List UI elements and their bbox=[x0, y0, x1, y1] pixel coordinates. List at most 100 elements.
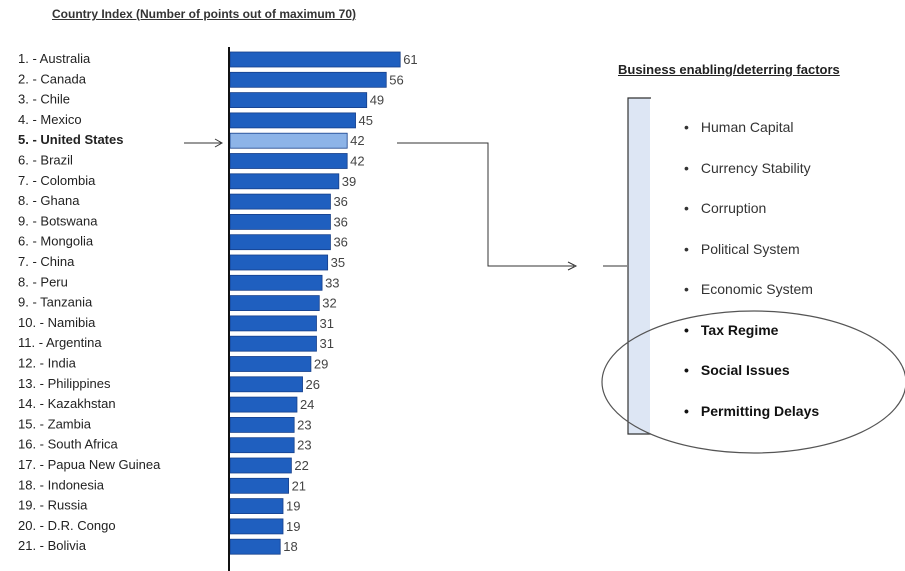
category-label: 13. - Philippines bbox=[18, 376, 111, 391]
factor-item: • Permitting Delays bbox=[684, 403, 819, 419]
category-label: 1. - Australia bbox=[18, 51, 91, 66]
bar bbox=[229, 92, 368, 108]
chart-title: Country Index (Number of points out of m… bbox=[52, 7, 357, 21]
bar bbox=[229, 518, 284, 535]
factor-item: • Tax Regime bbox=[684, 322, 778, 338]
bullet: • bbox=[684, 362, 689, 378]
category-label: 4. - Mexico bbox=[18, 112, 82, 127]
value-label: 18 bbox=[283, 539, 297, 554]
factor-item: • Political System bbox=[684, 241, 800, 257]
bar bbox=[229, 254, 329, 271]
value-label: 24 bbox=[300, 397, 314, 412]
factors-panel-title: Business enabling/deterring factors bbox=[618, 62, 840, 77]
bar bbox=[229, 213, 331, 230]
value-label: 35 bbox=[331, 255, 345, 270]
factor-label: Economic System bbox=[700, 281, 813, 297]
emphasis-ellipse bbox=[601, 310, 905, 454]
bars bbox=[229, 51, 401, 555]
value-label: 39 bbox=[342, 174, 356, 189]
category-label: 8. - Ghana bbox=[18, 193, 80, 208]
category-label: 18. - Indonesia bbox=[18, 477, 105, 492]
bullet: • bbox=[684, 200, 689, 216]
value-label: 61 bbox=[403, 52, 417, 67]
bar bbox=[229, 335, 317, 352]
bar bbox=[229, 376, 303, 393]
bar bbox=[229, 295, 320, 312]
value-label: 31 bbox=[319, 336, 333, 351]
bracket bbox=[627, 97, 651, 435]
factor-item: • Currency Stability bbox=[684, 160, 811, 176]
factor-label: Corruption bbox=[700, 200, 767, 216]
bullet: • bbox=[684, 321, 689, 338]
category-label: 2. - Canada bbox=[18, 71, 87, 86]
value-label: 22 bbox=[294, 458, 308, 473]
bar bbox=[229, 315, 317, 332]
bullet: • bbox=[684, 402, 689, 419]
factor-item: • Social Issues bbox=[684, 362, 790, 378]
bar bbox=[229, 153, 348, 169]
category-label: 21. - Bolivia bbox=[18, 538, 87, 553]
bullet: • bbox=[684, 281, 689, 297]
factor-item: • Human Capital bbox=[684, 119, 794, 135]
bar bbox=[229, 274, 323, 291]
category-label: 9. - Botswana bbox=[18, 213, 98, 228]
category-label: 10. - Namibia bbox=[18, 315, 96, 330]
value-label: 29 bbox=[314, 357, 328, 372]
value-label: 42 bbox=[350, 133, 364, 148]
bar bbox=[229, 173, 340, 190]
bar bbox=[229, 477, 289, 494]
factor-label: Social Issues bbox=[700, 362, 790, 378]
category-label: 6. - Brazil bbox=[18, 153, 73, 168]
category-label: 17. - Papua New Guinea bbox=[18, 457, 161, 472]
bar bbox=[229, 437, 295, 454]
factor-item: • Corruption bbox=[684, 200, 766, 216]
factor-label: Political System bbox=[700, 240, 800, 257]
connector-arrow-head bbox=[567, 261, 578, 271]
bar bbox=[229, 234, 331, 251]
bar bbox=[229, 396, 298, 413]
bar bbox=[229, 112, 356, 129]
connector-line bbox=[397, 142, 574, 267]
bracket-shade bbox=[628, 98, 650, 434]
value-label: 49 bbox=[370, 93, 384, 108]
value-label: 32 bbox=[322, 296, 336, 311]
category-label: 11. - Argentina bbox=[18, 335, 102, 350]
value-label: 21 bbox=[292, 478, 306, 493]
value-label: 26 bbox=[306, 377, 320, 392]
factor-label: Currency Stability bbox=[700, 159, 811, 176]
value-label: 45 bbox=[359, 113, 373, 128]
category-label: 7. - Colombia bbox=[18, 173, 96, 188]
factor-label: Permitting Delays bbox=[700, 402, 820, 419]
value-label: 23 bbox=[297, 417, 311, 432]
value-label: 23 bbox=[297, 438, 311, 453]
category-label: 16. - South Africa bbox=[18, 437, 118, 452]
bar bbox=[229, 457, 292, 474]
category-label: 8. - Peru bbox=[18, 274, 68, 289]
value-label: 31 bbox=[319, 316, 333, 331]
category-label: 14. - Kazakhstan bbox=[18, 396, 116, 411]
factor-label: Human Capital bbox=[700, 119, 794, 135]
bullet: • bbox=[684, 159, 689, 176]
category-label: 7. - China bbox=[18, 254, 75, 269]
category-labels: 1. - Australia 2. - Canada 3. - Chile 4. - … bbox=[18, 51, 161, 553]
bar bbox=[229, 356, 312, 372]
bar bbox=[229, 538, 281, 555]
value-label: 36 bbox=[333, 214, 347, 229]
value-label: 33 bbox=[325, 275, 339, 290]
category-label: 12. - India bbox=[18, 356, 77, 371]
factor-label: Tax Regime bbox=[700, 321, 779, 338]
bar bbox=[229, 51, 401, 68]
factor-item: • Economic System bbox=[684, 281, 813, 297]
value-label: 42 bbox=[350, 154, 364, 169]
value-label: 19 bbox=[286, 519, 300, 534]
us-pointer-arrow-head bbox=[214, 138, 224, 148]
bar bbox=[229, 498, 284, 515]
category-label: 9. - Tanzania bbox=[18, 295, 93, 310]
category-label: 15. - Zambia bbox=[18, 416, 92, 431]
value-label: 36 bbox=[333, 235, 347, 250]
category-label: 3. - Chile bbox=[18, 92, 70, 107]
bar bbox=[229, 416, 295, 433]
value-label: 56 bbox=[389, 72, 403, 87]
